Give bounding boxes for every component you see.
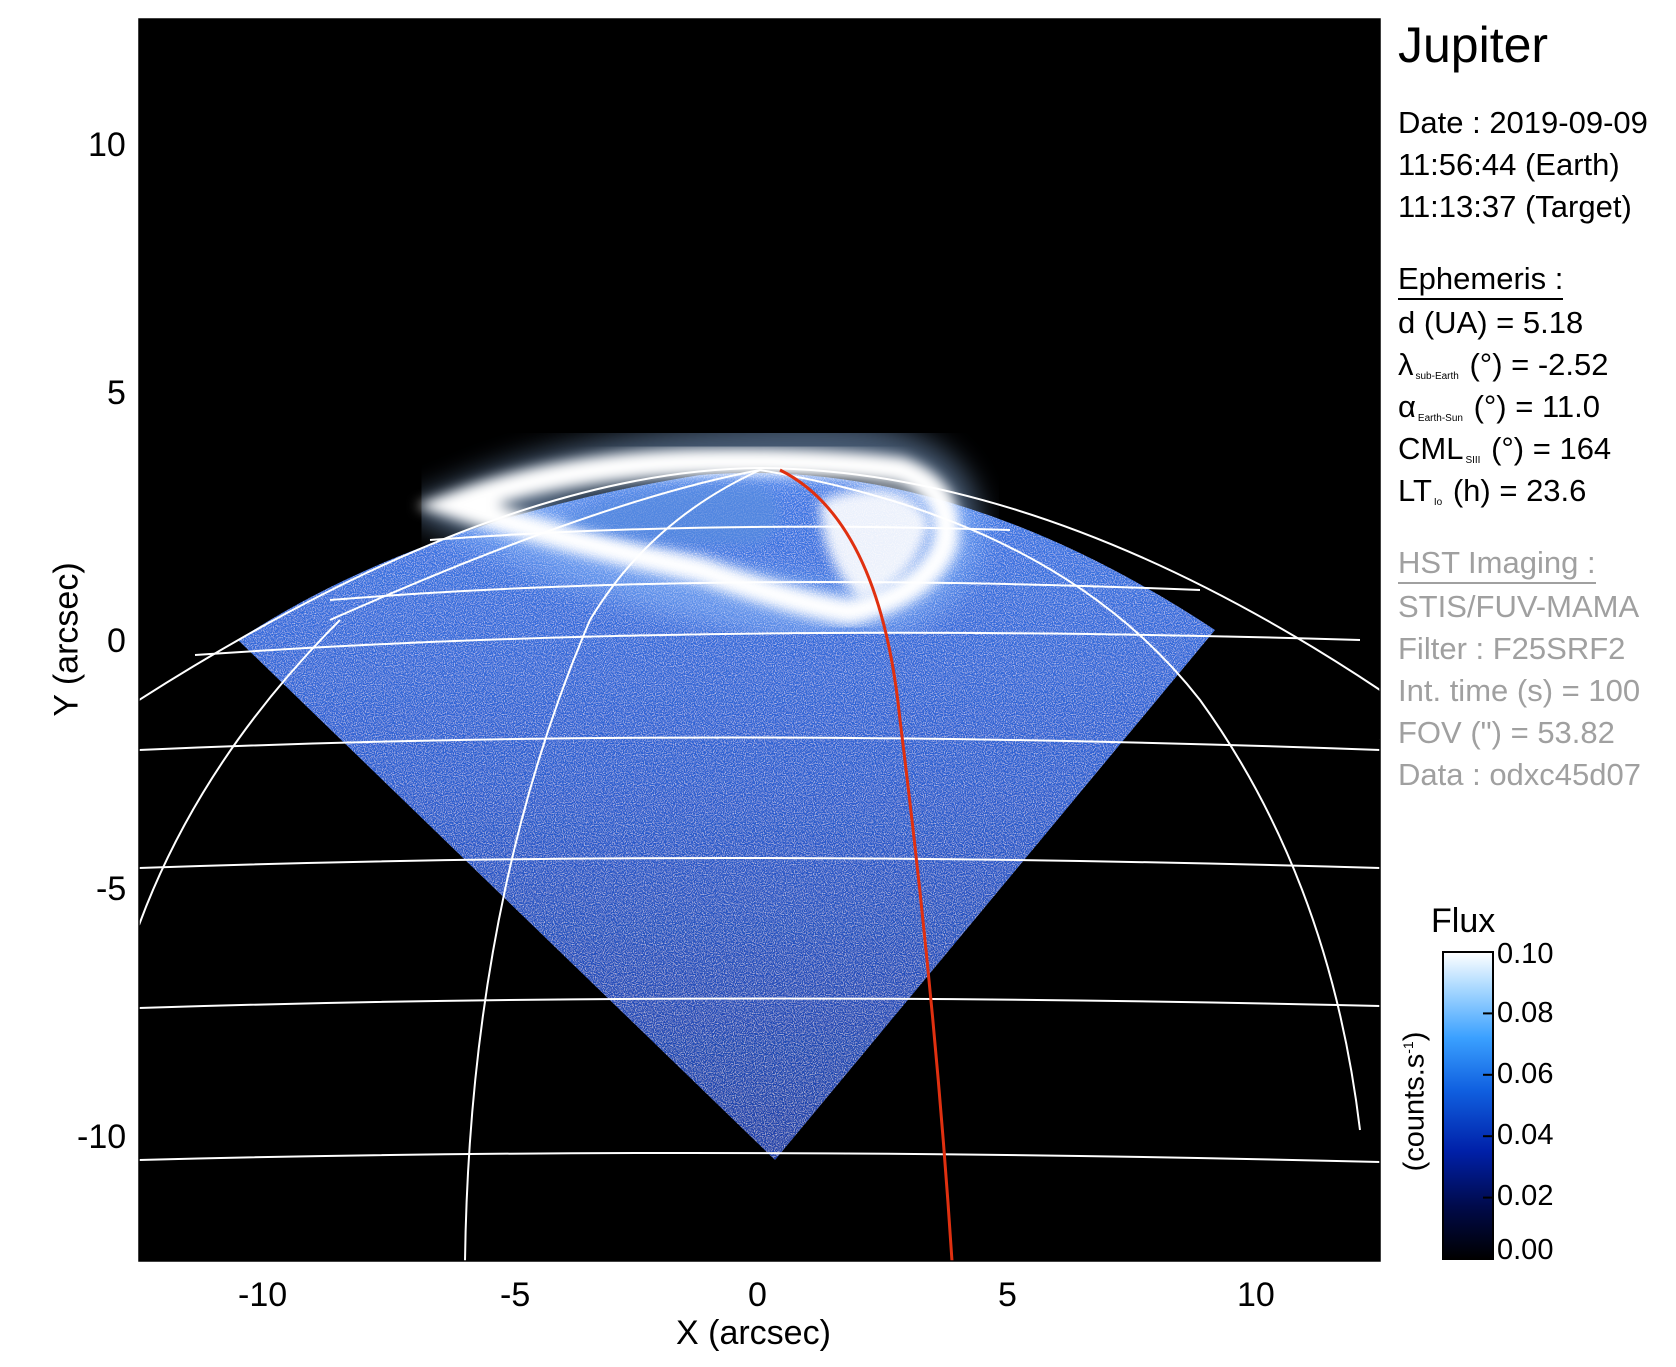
- y-tick-label: 5: [107, 374, 126, 412]
- earth-time: 11:56:44 (Earth): [1398, 147, 1620, 182]
- y-axis-label: Y (arcsec): [47, 562, 86, 717]
- colorbar: [1442, 951, 1494, 1260]
- x-tick-label: 10: [1237, 1276, 1275, 1314]
- io-local-time: LT Io (h) = 23.6: [1398, 473, 1587, 508]
- integration-time: Int. time (s) = 100: [1398, 673, 1641, 708]
- instrument: STIS/FUV-MAMA: [1398, 589, 1640, 624]
- distance-value: d (UA) = 5.18: [1398, 305, 1584, 340]
- target-title: Jupiter: [1398, 17, 1549, 73]
- x-tick-label: -5: [500, 1276, 531, 1314]
- colorbar-tick-label: 0.06: [1497, 1058, 1554, 1090]
- colorbar-tick-label: 0.08: [1497, 997, 1554, 1029]
- colorbar-tick-label: 0.00: [1497, 1234, 1554, 1266]
- observation-date: Date : 2019-09-09: [1398, 105, 1648, 140]
- planetographic-grid: [139, 466, 1380, 1261]
- y-tick-label: -10: [77, 1118, 127, 1156]
- filter: Filter : F25SRF2: [1398, 631, 1626, 666]
- target-time: 11:13:37 (Target): [1398, 189, 1632, 224]
- central-meridian-longitude: CML SIII (°) = 164: [1398, 431, 1612, 466]
- y-tick-label: -5: [96, 870, 127, 908]
- auroral-oval: [396, 419, 981, 646]
- colorbar-title: Flux: [1431, 902, 1496, 940]
- x-tick-label: 0: [748, 1276, 767, 1314]
- y-tick-label: 0: [107, 622, 126, 660]
- ephemeris-heading: Ephemeris :: [1398, 261, 1564, 300]
- x-axis-label: X (arcsec): [676, 1314, 831, 1352]
- sub-earth-latitude: λ sub-Earth (°) = -2.52: [1398, 347, 1609, 382]
- io-footprint-line: [779, 468, 954, 1261]
- field-of-view: FOV (") = 53.82: [1398, 715, 1615, 750]
- colorbar-unit-label: (counts.s-1): [1398, 1031, 1431, 1172]
- dataset-id: Data : odxc45d07: [1398, 757, 1642, 792]
- colorbar-tick-label: 0.04: [1497, 1119, 1554, 1151]
- x-tick-label: -10: [238, 1276, 288, 1314]
- y-tick-label: 10: [88, 126, 126, 164]
- hst-imaging-heading: HST Imaging :: [1398, 545, 1596, 584]
- colorbar-tick-label: 0.02: [1497, 1180, 1554, 1212]
- phase-angle: α Earth-Sun (°) = 11.0: [1398, 389, 1600, 424]
- colorbar-tick-label: 0.10: [1497, 938, 1554, 970]
- disk-emission-region: [238, 472, 1215, 1160]
- x-tick-label: 5: [998, 1276, 1017, 1314]
